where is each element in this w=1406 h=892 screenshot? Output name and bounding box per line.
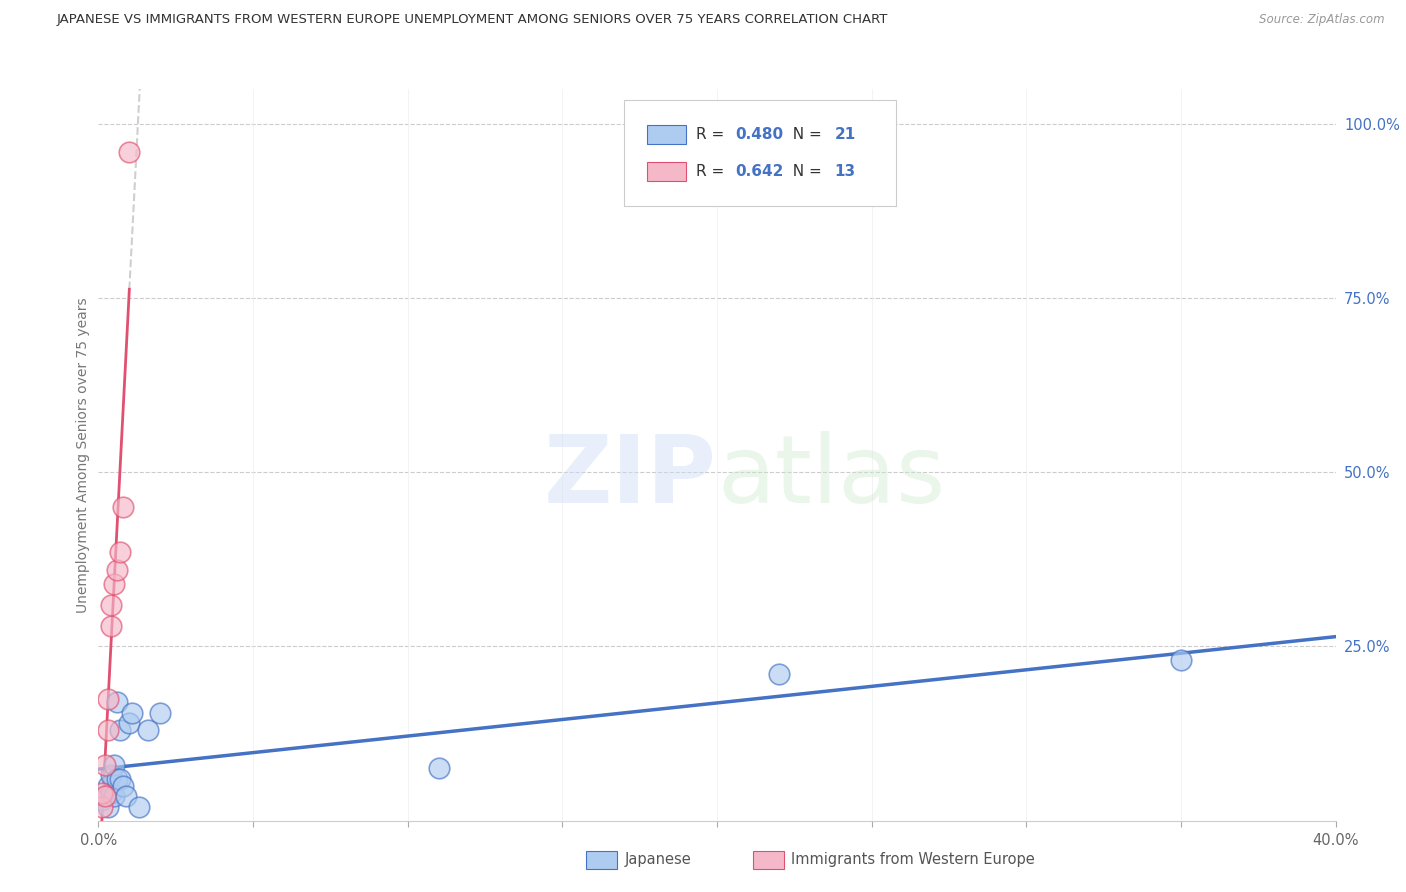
Point xyxy=(108,772,131,786)
Text: N =: N = xyxy=(783,163,827,178)
Point xyxy=(115,789,138,804)
Point xyxy=(100,618,122,632)
Point xyxy=(105,563,128,577)
Y-axis label: Unemployment Among Seniors over 75 years: Unemployment Among Seniors over 75 years xyxy=(76,297,90,613)
Text: 0.480: 0.480 xyxy=(735,127,783,142)
Text: R =: R = xyxy=(696,127,730,142)
Point xyxy=(121,706,143,720)
Text: Japanese: Japanese xyxy=(624,852,690,867)
Text: R =: R = xyxy=(696,163,730,178)
Point xyxy=(97,779,120,793)
Point xyxy=(100,786,122,800)
Point xyxy=(90,799,112,814)
Point xyxy=(768,667,790,681)
Point xyxy=(136,723,159,737)
Text: atlas: atlas xyxy=(717,431,945,523)
Text: 13: 13 xyxy=(835,163,856,178)
Point xyxy=(93,758,115,772)
Point xyxy=(97,691,120,706)
Point xyxy=(100,768,122,782)
Point xyxy=(427,761,450,775)
FancyBboxPatch shape xyxy=(586,851,617,869)
Point xyxy=(118,716,141,731)
Point xyxy=(90,786,112,800)
Point xyxy=(108,723,131,737)
Text: N =: N = xyxy=(783,127,827,142)
Point xyxy=(93,789,115,804)
Point xyxy=(149,706,172,720)
FancyBboxPatch shape xyxy=(647,161,686,180)
FancyBboxPatch shape xyxy=(754,851,785,869)
FancyBboxPatch shape xyxy=(647,125,686,145)
Point xyxy=(103,789,125,804)
Point xyxy=(128,799,150,814)
Point xyxy=(97,799,120,814)
Text: ZIP: ZIP xyxy=(544,431,717,523)
Text: 0.642: 0.642 xyxy=(735,163,785,178)
Point xyxy=(118,145,141,159)
Text: Immigrants from Western Europe: Immigrants from Western Europe xyxy=(792,852,1035,867)
Point xyxy=(112,779,135,793)
Point xyxy=(112,500,135,515)
Text: 21: 21 xyxy=(835,127,856,142)
Point xyxy=(105,695,128,709)
Text: JAPANESE VS IMMIGRANTS FROM WESTERN EUROPE UNEMPLOYMENT AMONG SENIORS OVER 75 YE: JAPANESE VS IMMIGRANTS FROM WESTERN EURO… xyxy=(56,13,887,27)
Point xyxy=(108,545,131,559)
FancyBboxPatch shape xyxy=(624,100,897,206)
Point xyxy=(105,772,128,786)
Point xyxy=(97,723,120,737)
Point xyxy=(103,576,125,591)
Point xyxy=(1170,653,1192,667)
Point xyxy=(90,793,112,807)
Point xyxy=(103,758,125,772)
Text: Source: ZipAtlas.com: Source: ZipAtlas.com xyxy=(1260,13,1385,27)
Point xyxy=(100,598,122,612)
